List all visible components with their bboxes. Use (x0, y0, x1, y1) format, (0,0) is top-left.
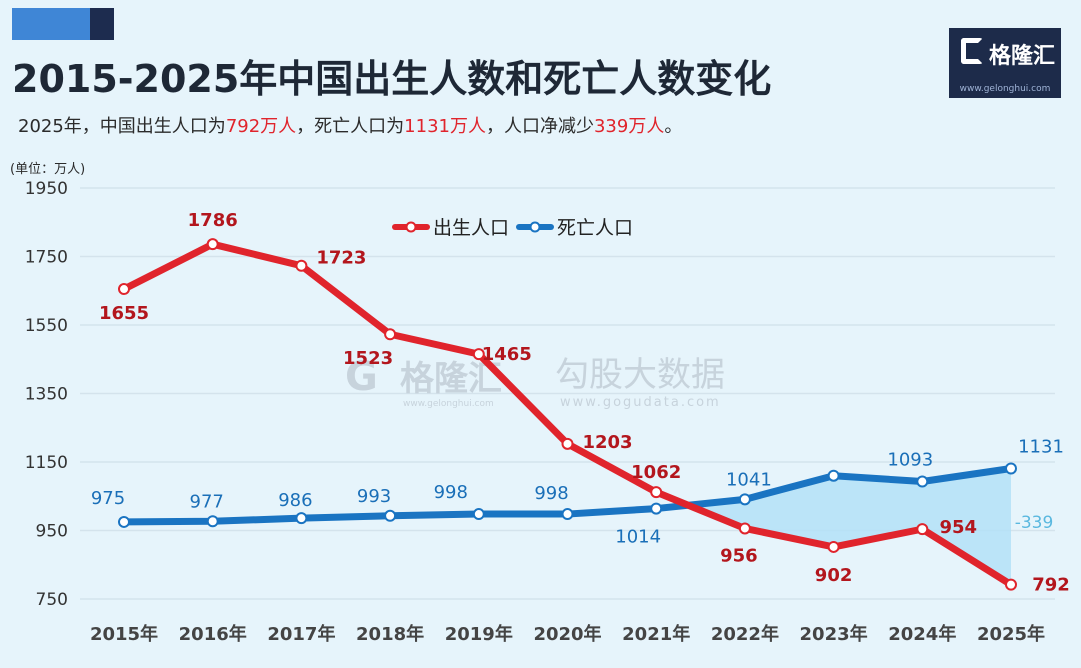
deaths-point (738, 493, 751, 506)
deaths-point (1005, 462, 1017, 475)
legend: 出生人口 死亡人口 (392, 217, 633, 239)
y-tick-label: 1550 (25, 316, 68, 336)
births-point (1005, 578, 1017, 591)
deaths-data-label: 1093 (887, 450, 933, 471)
subtitle-mid2: ，人口净减少 (485, 116, 594, 137)
x-tick-label: 2018年 (356, 623, 424, 645)
deaths-point (827, 469, 840, 482)
x-tick-label: 2025年 (977, 623, 1045, 645)
x-tick-label: 2016年 (179, 623, 247, 645)
y-tick-label: 1750 (25, 248, 68, 268)
births-point (472, 348, 485, 361)
deaths-point (472, 508, 485, 521)
deaths-legend-label: 死亡人口 (557, 217, 633, 239)
x-tick-label: 2022年 (711, 623, 779, 645)
births-point (650, 486, 663, 499)
subtitle-suffix: 。 (664, 116, 683, 137)
deaths-point (295, 512, 308, 525)
y-tick-label: 750 (36, 590, 68, 610)
x-tick-label: 2021年 (622, 623, 690, 645)
net-decrease-annotation: -339 (1015, 513, 1054, 533)
deaths-data-label: 1131 (1018, 437, 1064, 458)
subtitle-mid1: ，死亡人口为 (296, 116, 405, 137)
x-tick-label: 2024年 (888, 623, 956, 645)
births-data-label: 1465 (482, 344, 532, 365)
births-point (295, 259, 308, 272)
y-tick-label: 1350 (25, 385, 68, 405)
births-point (916, 523, 929, 536)
births-data-label: 1062 (631, 462, 681, 483)
deaths-data-label: 998 (534, 483, 568, 504)
header-accent-blue (12, 8, 90, 40)
x-tick-label: 2023年 (800, 623, 868, 645)
births-legend-label: 出生人口 (433, 217, 509, 239)
deaths-point (561, 508, 574, 521)
births-data-label: 792 (1032, 575, 1070, 596)
series-points (118, 238, 1017, 591)
births-data-label: 1723 (316, 248, 366, 269)
deaths-data-label: 993 (357, 486, 391, 507)
births-data-label: 956 (720, 545, 758, 566)
header-accent-dark (90, 8, 114, 40)
births-data-label: 1203 (582, 432, 632, 453)
grid: 750 950 1150 1350 1550 1750 1950 2015年 2016年 2017… (25, 179, 1055, 645)
deaths-point (650, 502, 663, 515)
births-point (827, 540, 840, 553)
chart-subtitle: 2025年，中国出生人口为792万人，死亡人口为1131万人，人口净减少339万… (18, 112, 682, 138)
x-tick-label: 2019年 (445, 623, 513, 645)
data-labels: 1655 1786 1723 1523 1465 1203 1062 956 902 954 792… (91, 210, 1070, 595)
births-point (206, 238, 219, 251)
watermark-brand1: 格隆汇 (400, 359, 502, 399)
deaths-point (916, 475, 929, 488)
watermark-g-icon: G (345, 354, 378, 400)
subtitle-births: 792万人 (225, 116, 297, 137)
deaths-point (384, 509, 397, 522)
deaths-data-label: 998 (434, 482, 468, 503)
births-legend-marker (405, 221, 417, 233)
deaths-point (206, 515, 219, 528)
births-data-label: 1523 (343, 348, 393, 369)
logo-name: 格隆汇 (989, 44, 1056, 69)
deaths-point (118, 515, 130, 528)
subtitle-deaths: 1131万人 (404, 116, 486, 137)
net-decrease-area (688, 468, 1011, 585)
births-data-label: 1786 (188, 210, 238, 231)
births-point (384, 328, 397, 341)
gelonghui-logo: 格隆汇 www.gelonghui.com (949, 28, 1061, 98)
x-tick-label: 2017年 (267, 623, 335, 645)
births-point (738, 522, 751, 535)
deaths-data-label: 1041 (726, 469, 772, 490)
annotation: -339 (1015, 513, 1054, 533)
births-data-label: 902 (815, 565, 853, 586)
logo-g-icon (961, 38, 983, 64)
watermark-url1: www.gelonghui.com (403, 399, 494, 409)
births-data-label: 1655 (99, 303, 149, 324)
deaths-data-label: 975 (91, 488, 125, 509)
gap-area (688, 468, 1011, 585)
unit-label: (单位：万人) (10, 162, 86, 177)
y-tick-label: 1150 (25, 453, 68, 473)
y-tick-label: 950 (36, 522, 68, 542)
watermark-brand2: 勾股大数据 (555, 355, 725, 395)
x-tick-label: 2015年 (90, 623, 158, 645)
subtitle-prefix: 2025年，中国出生人口为 (18, 116, 226, 137)
watermark: G 格隆汇 www.gelonghui.com 勾股大数据 www.goguda… (345, 354, 725, 410)
births-data-label: 954 (940, 517, 978, 538)
deaths-data-label: 986 (278, 490, 312, 511)
x-tick-label: 2020年 (533, 623, 601, 645)
subtitle-decrease: 339万人 (593, 116, 665, 137)
deaths-data-label: 977 (190, 491, 224, 512)
deaths-legend-marker (529, 221, 541, 233)
logo-url: www.gelonghui.com (959, 84, 1051, 94)
chart-title: 2015-2025年中国出生人数和死亡人数变化 (12, 57, 772, 101)
y-tick-label: 1950 (25, 179, 68, 199)
births-point (561, 437, 574, 450)
births-point (118, 283, 130, 296)
deaths-data-label: 1014 (615, 527, 661, 548)
watermark-url2: www.gogudata.com (560, 395, 721, 410)
